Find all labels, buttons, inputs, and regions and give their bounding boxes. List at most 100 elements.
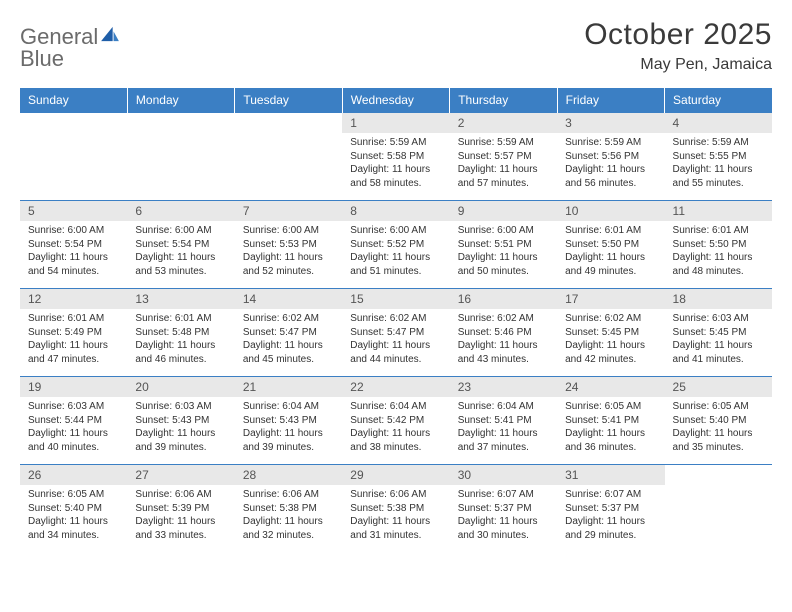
sunrise-text: Sunrise: 5:59 AM (458, 136, 549, 150)
calendar-cell: 28Sunrise: 6:06 AMSunset: 5:38 PMDayligh… (235, 465, 342, 553)
day-number: 6 (127, 201, 234, 221)
calendar-cell: 8Sunrise: 6:00 AMSunset: 5:52 PMDaylight… (342, 201, 449, 289)
sunrise-text: Sunrise: 6:00 AM (458, 224, 549, 238)
sunrise-text: Sunrise: 6:02 AM (565, 312, 656, 326)
sunrise-text: Sunrise: 6:05 AM (673, 400, 764, 414)
sunrise-text: Sunrise: 6:02 AM (243, 312, 334, 326)
daylight-text: Daylight: 11 hours and 35 minutes. (673, 427, 764, 454)
daylight-text: Daylight: 11 hours and 49 minutes. (565, 251, 656, 278)
day-number: 21 (235, 377, 342, 397)
sunrise-text: Sunrise: 6:07 AM (565, 488, 656, 502)
weekday-header: Tuesday (235, 88, 342, 113)
weekday-header: Friday (557, 88, 664, 113)
day-body: Sunrise: 6:01 AMSunset: 5:48 PMDaylight:… (127, 309, 234, 370)
day-body: Sunrise: 6:04 AMSunset: 5:42 PMDaylight:… (342, 397, 449, 458)
day-body: Sunrise: 5:59 AMSunset: 5:58 PMDaylight:… (342, 133, 449, 194)
sunrise-text: Sunrise: 6:03 AM (673, 312, 764, 326)
day-number: 30 (450, 465, 557, 485)
day-body: Sunrise: 6:01 AMSunset: 5:49 PMDaylight:… (20, 309, 127, 370)
calendar-cell: 29Sunrise: 6:06 AMSunset: 5:38 PMDayligh… (342, 465, 449, 553)
daylight-text: Daylight: 11 hours and 31 minutes. (350, 515, 441, 542)
sunrise-text: Sunrise: 6:03 AM (28, 400, 119, 414)
day-body: Sunrise: 6:05 AMSunset: 5:41 PMDaylight:… (557, 397, 664, 458)
day-number: 22 (342, 377, 449, 397)
day-number: 11 (665, 201, 772, 221)
sunset-text: Sunset: 5:50 PM (565, 238, 656, 252)
sunset-text: Sunset: 5:37 PM (458, 502, 549, 516)
day-body: Sunrise: 6:05 AMSunset: 5:40 PMDaylight:… (665, 397, 772, 458)
sunset-text: Sunset: 5:49 PM (28, 326, 119, 340)
sunrise-text: Sunrise: 6:00 AM (243, 224, 334, 238)
calendar-cell: 3Sunrise: 5:59 AMSunset: 5:56 PMDaylight… (557, 113, 664, 201)
daylight-text: Daylight: 11 hours and 42 minutes. (565, 339, 656, 366)
sunrise-text: Sunrise: 6:00 AM (135, 224, 226, 238)
daylight-text: Daylight: 11 hours and 36 minutes. (565, 427, 656, 454)
weekday-header: Sunday (20, 88, 127, 113)
daylight-text: Daylight: 11 hours and 38 minutes. (350, 427, 441, 454)
calendar-cell: 20Sunrise: 6:03 AMSunset: 5:43 PMDayligh… (127, 377, 234, 465)
calendar-cell: 4Sunrise: 5:59 AMSunset: 5:55 PMDaylight… (665, 113, 772, 201)
day-body: Sunrise: 6:05 AMSunset: 5:40 PMDaylight:… (20, 485, 127, 546)
sunset-text: Sunset: 5:43 PM (135, 414, 226, 428)
calendar-cell: 22Sunrise: 6:04 AMSunset: 5:42 PMDayligh… (342, 377, 449, 465)
day-number: 31 (557, 465, 664, 485)
sunrise-text: Sunrise: 6:07 AM (458, 488, 549, 502)
day-number: 14 (235, 289, 342, 309)
calendar-cell: 18Sunrise: 6:03 AMSunset: 5:45 PMDayligh… (665, 289, 772, 377)
sunrise-text: Sunrise: 6:00 AM (350, 224, 441, 238)
day-number: 23 (450, 377, 557, 397)
daylight-text: Daylight: 11 hours and 57 minutes. (458, 163, 549, 190)
sunrise-text: Sunrise: 6:01 AM (673, 224, 764, 238)
day-number (127, 113, 234, 133)
calendar-cell: 9Sunrise: 6:00 AMSunset: 5:51 PMDaylight… (450, 201, 557, 289)
day-number: 9 (450, 201, 557, 221)
daylight-text: Daylight: 11 hours and 39 minutes. (135, 427, 226, 454)
sunset-text: Sunset: 5:53 PM (243, 238, 334, 252)
calendar-cell: 10Sunrise: 6:01 AMSunset: 5:50 PMDayligh… (557, 201, 664, 289)
sunset-text: Sunset: 5:38 PM (243, 502, 334, 516)
calendar-cell: 1Sunrise: 5:59 AMSunset: 5:58 PMDaylight… (342, 113, 449, 201)
day-body: Sunrise: 5:59 AMSunset: 5:56 PMDaylight:… (557, 133, 664, 194)
calendar-week-row: 12Sunrise: 6:01 AMSunset: 5:49 PMDayligh… (20, 289, 772, 377)
day-body: Sunrise: 6:02 AMSunset: 5:45 PMDaylight:… (557, 309, 664, 370)
sunrise-text: Sunrise: 6:06 AM (243, 488, 334, 502)
sunrise-text: Sunrise: 6:00 AM (28, 224, 119, 238)
day-number: 20 (127, 377, 234, 397)
daylight-text: Daylight: 11 hours and 53 minutes. (135, 251, 226, 278)
daylight-text: Daylight: 11 hours and 52 minutes. (243, 251, 334, 278)
calendar-cell: 11Sunrise: 6:01 AMSunset: 5:50 PMDayligh… (665, 201, 772, 289)
day-body: Sunrise: 6:06 AMSunset: 5:39 PMDaylight:… (127, 485, 234, 546)
calendar-cell: 21Sunrise: 6:04 AMSunset: 5:43 PMDayligh… (235, 377, 342, 465)
sunset-text: Sunset: 5:39 PM (135, 502, 226, 516)
calendar-head: SundayMondayTuesdayWednesdayThursdayFrid… (20, 88, 772, 113)
day-number: 29 (342, 465, 449, 485)
daylight-text: Daylight: 11 hours and 48 minutes. (673, 251, 764, 278)
day-body: Sunrise: 6:02 AMSunset: 5:46 PMDaylight:… (450, 309, 557, 370)
daylight-text: Daylight: 11 hours and 50 minutes. (458, 251, 549, 278)
day-number: 27 (127, 465, 234, 485)
sunset-text: Sunset: 5:44 PM (28, 414, 119, 428)
sunset-text: Sunset: 5:45 PM (565, 326, 656, 340)
header: GeneralBlue October 2025 May Pen, Jamaic… (20, 18, 772, 74)
calendar-cell: 24Sunrise: 6:05 AMSunset: 5:41 PMDayligh… (557, 377, 664, 465)
calendar-cell (20, 113, 127, 201)
day-body: Sunrise: 5:59 AMSunset: 5:57 PMDaylight:… (450, 133, 557, 194)
sunset-text: Sunset: 5:46 PM (458, 326, 549, 340)
sunset-text: Sunset: 5:43 PM (243, 414, 334, 428)
calendar-cell: 17Sunrise: 6:02 AMSunset: 5:45 PMDayligh… (557, 289, 664, 377)
daylight-text: Daylight: 11 hours and 37 minutes. (458, 427, 549, 454)
day-body: Sunrise: 6:06 AMSunset: 5:38 PMDaylight:… (342, 485, 449, 546)
day-number: 28 (235, 465, 342, 485)
day-body: Sunrise: 6:03 AMSunset: 5:45 PMDaylight:… (665, 309, 772, 370)
daylight-text: Daylight: 11 hours and 45 minutes. (243, 339, 334, 366)
day-body: Sunrise: 6:01 AMSunset: 5:50 PMDaylight:… (557, 221, 664, 282)
sunrise-text: Sunrise: 5:59 AM (565, 136, 656, 150)
calendar-cell: 14Sunrise: 6:02 AMSunset: 5:47 PMDayligh… (235, 289, 342, 377)
calendar-cell: 12Sunrise: 6:01 AMSunset: 5:49 PMDayligh… (20, 289, 127, 377)
day-body: Sunrise: 6:03 AMSunset: 5:44 PMDaylight:… (20, 397, 127, 458)
weekday-header: Saturday (665, 88, 772, 113)
calendar-week-row: 19Sunrise: 6:03 AMSunset: 5:44 PMDayligh… (20, 377, 772, 465)
daylight-text: Daylight: 11 hours and 47 minutes. (28, 339, 119, 366)
day-number: 25 (665, 377, 772, 397)
sunrise-text: Sunrise: 6:05 AM (565, 400, 656, 414)
